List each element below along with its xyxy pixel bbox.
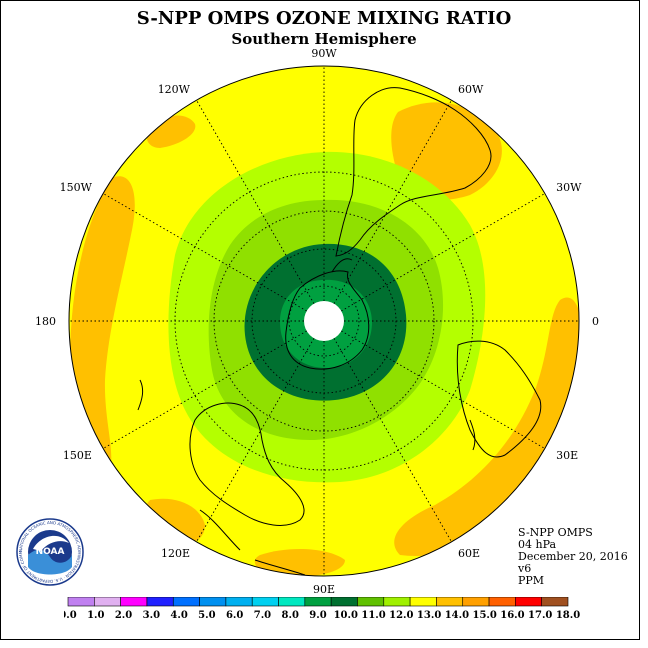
- colorbar-cell: [330, 597, 358, 607]
- colorbar-cell: [515, 597, 542, 607]
- colorbar-cell: [94, 597, 121, 607]
- colorbar-cell: [251, 597, 279, 607]
- colorbar-cell: [436, 597, 464, 607]
- colorbar-cell: [146, 597, 174, 607]
- colorbar-tick-label: 16.0: [500, 610, 524, 621]
- colorbar-tick-label: 15.0: [472, 610, 496, 621]
- map-border: [68, 65, 580, 577]
- antarctic-peninsula: [331, 258, 353, 273]
- coastlines: [137, 87, 542, 576]
- colorbar-cell: [409, 597, 437, 607]
- longitude-label: 150E: [63, 449, 92, 462]
- colorbar-tick-label: 18.0: [556, 610, 580, 621]
- orange-patch-south: [254, 548, 345, 576]
- longitude-label: 120E: [161, 547, 190, 560]
- southeast-asia-islands: [199, 509, 306, 576]
- new-zealand: [137, 379, 144, 411]
- info-block: S-NPP OMPS 04 hPa December 20, 2016 v6 P…: [518, 527, 628, 587]
- meridian-line: [341, 330, 546, 449]
- colorbar-cell: [120, 597, 148, 607]
- colorbar-tick-label: 2.0: [115, 610, 132, 621]
- colorbar-cells: [67, 597, 569, 607]
- colorbar-tick-label: 4.0: [170, 610, 187, 621]
- meridian-line: [102, 193, 307, 312]
- colorbar-cell: [383, 597, 411, 607]
- units-label: PPM: [518, 574, 545, 587]
- colorbar-tick-label: 5.0: [198, 610, 215, 621]
- colorbar-cell: [357, 597, 385, 607]
- meridian-line: [333, 99, 452, 304]
- south-america-coast: [335, 87, 492, 257]
- africa-coast: [456, 340, 542, 458]
- meridian-line: [341, 193, 546, 312]
- colorbar-tick-label: 17.0: [528, 610, 552, 621]
- colorbar-cell: [278, 597, 306, 607]
- colorbar-tick-label: 13.0: [417, 610, 441, 621]
- madagascar: [469, 419, 476, 451]
- colorbar: 0.0 1.0 2.0 3.0 4.0 5.0 6.0 7.0 8.0 9.0 10.011.0 12…: [64, 597, 580, 621]
- antarctica-coast: [285, 270, 370, 370]
- longitude-label: 30E: [556, 449, 578, 462]
- longitude-label: 90W: [311, 47, 337, 60]
- noaa-logo: NATIONAL OCEANIC AND ATMOSPHERIC ADMINIS…: [15, 517, 84, 586]
- colorbar-tick-label: 7.0: [254, 610, 271, 621]
- orange-patch-west: [70, 176, 135, 470]
- longitude-labels: 0 30E 60E 90E 120E 150E 180 150W 120W 90W 60W 30W: [35, 47, 599, 596]
- longitude-label: 150W: [60, 181, 93, 194]
- longitude-label: 60W: [458, 83, 484, 96]
- colorbar-cell: [199, 597, 227, 607]
- meridian-line: [196, 99, 315, 304]
- south-pole-blank: [304, 301, 344, 341]
- logo-bird: [33, 535, 69, 551]
- map-subtitle: Southern Hemisphere: [231, 30, 417, 48]
- longitude-label: 0: [592, 315, 599, 328]
- colorbar-cell: [225, 597, 253, 607]
- figure-frame: [0, 0, 640, 640]
- colorbar-tick-label: 3.0: [143, 610, 160, 621]
- longitude-label: 60E: [458, 547, 480, 560]
- version-label: v6: [518, 562, 532, 575]
- longitude-label: 120W: [158, 83, 191, 96]
- australia-coast: [189, 402, 305, 526]
- colorbar-cell: [172, 597, 200, 607]
- logo-wave: [28, 549, 72, 575]
- colorbar-cell: [67, 597, 95, 607]
- colorbar-tick-label: 10.0: [334, 610, 358, 621]
- colorbar-tick-label: 1.0: [87, 610, 104, 621]
- meridian-line: [196, 338, 315, 543]
- instrument-label: S-NPP OMPS: [518, 526, 593, 539]
- colorbar-ticks: 0.0 1.0 2.0 3.0 4.0 5.0 6.0 7.0 8.0 9.0 10.011.0 12…: [64, 610, 580, 621]
- longitude-label: 30W: [556, 181, 582, 194]
- colorbar-tick-label: 8.0: [282, 610, 299, 621]
- date-label: December 20, 2016: [518, 550, 628, 563]
- map-title: S-NPP OMPS OZONE MIXING RATIO: [136, 8, 512, 29]
- colorbar-cell: [488, 597, 516, 607]
- colorbar-cell: [304, 597, 332, 607]
- pressure-level-label: 04 hPa: [518, 538, 557, 551]
- colorbar-tick-label: 14.0: [445, 610, 469, 621]
- longitude-label: 180: [35, 315, 56, 328]
- colorbar-tick-label: 11.0: [361, 610, 385, 621]
- meridian-line: [102, 330, 307, 449]
- longitude-label: 90E: [313, 583, 335, 596]
- colorbar-cell: [541, 597, 569, 607]
- logo-text: NOAA: [36, 547, 65, 557]
- colorbar-tick-label: 0.0: [64, 610, 77, 621]
- meridian-line: [333, 338, 452, 543]
- colorbar-tick-label: 12.0: [389, 610, 413, 621]
- colorbar-cell: [462, 597, 490, 607]
- colorbar-tick-label: 6.0: [226, 610, 243, 621]
- polar-map: 0 30E 60E 90E 120E 150E 180 150W 120W 90W 60W 30W: [35, 47, 599, 596]
- longitude-grid: [69, 66, 579, 576]
- colorbar-tick-label: 9.0: [309, 610, 326, 621]
